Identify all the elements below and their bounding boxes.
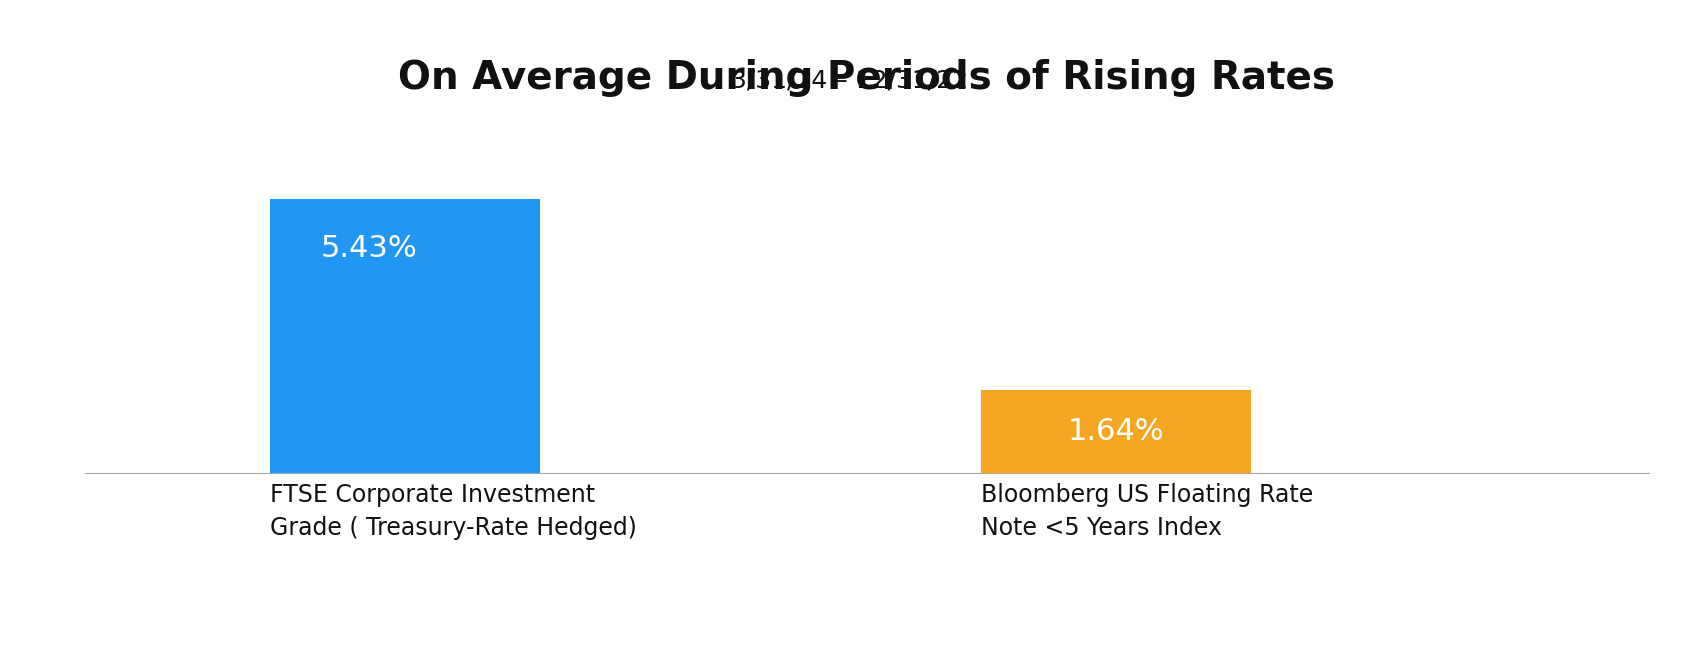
Text: Bloomberg US Floating Rate
Note <5 Years Index: Bloomberg US Floating Rate Note <5 Years… <box>981 483 1312 541</box>
Bar <box>981 390 1251 473</box>
Text: 3/31/14 – 12/31/22: 3/31/14 – 12/31/22 <box>731 69 969 93</box>
Text: FTSE Corporate Investment
Grade ( Treasury-Rate Hedged): FTSE Corporate Investment Grade ( Treasu… <box>270 483 638 541</box>
Bar <box>270 198 541 473</box>
Title: On Average During Periods of Rising Rates: On Average During Periods of Rising Rate… <box>398 59 1336 97</box>
Text: 1.64%: 1.64% <box>1068 417 1164 446</box>
Text: 5.43%: 5.43% <box>321 233 418 263</box>
